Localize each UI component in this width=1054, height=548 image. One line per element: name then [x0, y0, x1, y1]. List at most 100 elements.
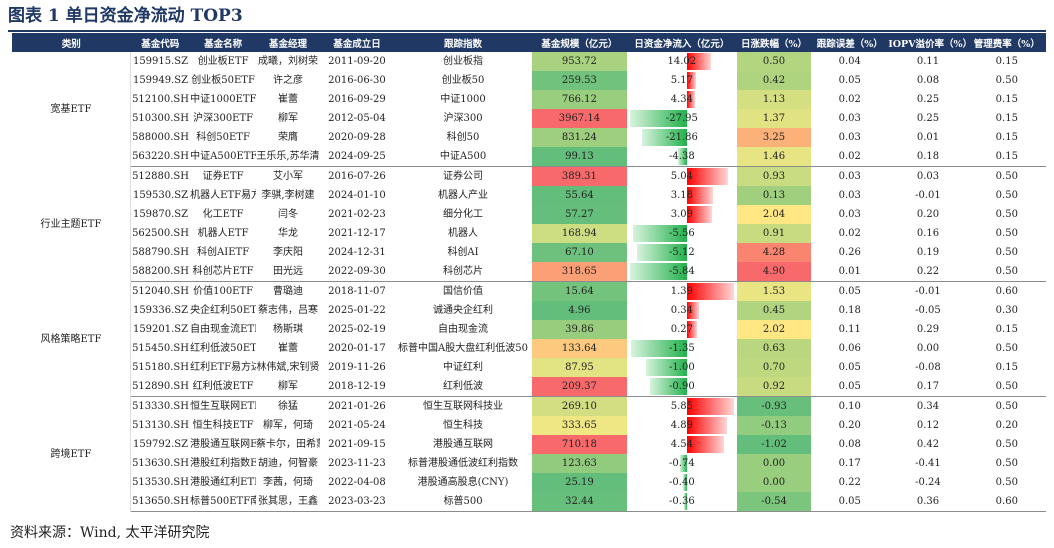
header-fee: 管理费率（%）: [967, 33, 1046, 52]
inception-date: 2021-01-26: [328, 401, 386, 412]
net-flow-bar-negative: [683, 493, 688, 510]
tracking-error: 0.11: [838, 324, 861, 335]
tracking-index: 恒生互联网科技业: [423, 401, 504, 412]
table-row: 588200.SH 科创芯片ETF 田光远 2022-09-30 科创芯片 318.65 -…: [12, 262, 1046, 282]
fund-scale-value: 4.96: [568, 305, 591, 316]
fund-scale: 67.10: [532, 243, 627, 262]
fund-code: 563220.SH: [130, 147, 191, 167]
fund-scale-value: 32.44: [565, 496, 594, 507]
net-flow-value: -0.40: [669, 477, 695, 488]
net-flow-value: -5.56: [669, 228, 695, 239]
tracking-error: 0.08: [838, 439, 861, 450]
fund-scale-value: 67.10: [565, 247, 594, 258]
tracking-index: 科创AI: [447, 247, 479, 258]
daily-change: -1.02: [736, 435, 812, 454]
net-flow-value: 0.34: [670, 305, 693, 316]
header-code: 基金代码: [130, 33, 191, 52]
fund-scale-value: 389.31: [561, 171, 597, 182]
management-fee: 0.50: [995, 228, 1018, 239]
net-flow: -5.56: [627, 224, 737, 243]
table-row: 宽基ETF 159915.SZ 创业板ETF 成曦，刘树荣 2011-09-20 创业板指…: [12, 52, 1046, 167]
tracking-index: 恒生科技: [443, 420, 484, 431]
management-fee: 0.50: [995, 477, 1018, 488]
management-fee: 0.50: [967, 262, 1046, 282]
management-fee: 0.50: [995, 247, 1018, 258]
fund-manager: 王乐乐,苏华清: [256, 147, 320, 167]
net-flow-bar-positive: [687, 321, 697, 338]
fund-manager: 李庆阳: [272, 247, 303, 258]
net-flow-bar-negative: [631, 340, 688, 357]
net-flow-value: -4.38: [669, 151, 695, 162]
net-flow: -0.90: [626, 377, 737, 397]
fund-scale: 57.27: [532, 205, 627, 224]
net-flow-value: -0.74: [669, 458, 695, 469]
tracking-index: 创业板50: [441, 75, 485, 86]
management-fee: 0.15: [995, 362, 1018, 373]
daily-change: 0.93: [736, 166, 812, 186]
inception-date: 2022-04-08: [328, 477, 386, 488]
fund-scale: 32.44: [532, 492, 627, 512]
management-fee: 0.50: [995, 75, 1018, 86]
figure-title: 图表 1 单日资金净流动 TOP3: [8, 6, 243, 26]
iopv-premium: 0.29: [916, 324, 940, 335]
net-flow-bar-positive: [687, 72, 697, 89]
daily-change: -0.54: [736, 492, 812, 512]
inception-date: 2020-09-28: [328, 132, 386, 143]
fund-name: 科创AIETF: [197, 247, 250, 258]
fund-code: 159336.SZ: [132, 305, 189, 316]
tracking-error: 0.01: [811, 262, 889, 282]
daily-change: 0.50: [736, 52, 812, 71]
management-fee: 0.15: [995, 132, 1018, 143]
fund-name: 红利低波50ETF: [190, 343, 257, 354]
inception-date: 2018-11-07: [328, 286, 386, 297]
header-scale: 基金规模（亿元）: [532, 33, 627, 52]
fund-scale-value: 168.94: [561, 228, 597, 239]
fund-scale: 4.96: [532, 301, 627, 320]
fund-manager: 成曦，刘树荣: [257, 56, 318, 67]
iopv-premium: 0.42: [916, 439, 940, 450]
table-row: 515450.SH红利低波50ETF 崔蕾 2020-01-17 标普中国A股大盘红利…: [12, 339, 1046, 358]
net-flow-bar-negative: [642, 129, 688, 146]
fund-manager: 柳军，何琦: [262, 420, 313, 431]
fund-manager: 李茜，何琦: [262, 477, 313, 488]
fund-code: 513630.SH: [132, 458, 189, 469]
tracking-index: 中证A500: [394, 147, 533, 167]
fund-scale-value: 259.53: [561, 75, 597, 86]
fund-manager: 张其思，王鑫: [256, 492, 320, 512]
net-flow: -0.40: [627, 473, 737, 492]
net-flow: 0.27: [627, 320, 737, 339]
header-date: 基金成立日: [319, 33, 395, 52]
net-flow-value: 5.17: [670, 75, 693, 86]
table-row: 风格策略ETF 512040.SH 价值100ETF 曹璐迪 2018-11-07 国信价…: [12, 281, 1046, 397]
daily-change: 1.13: [736, 90, 812, 109]
management-fee: 0.15: [995, 113, 1018, 124]
fund-manager: 蔡志伟，吕寒: [257, 305, 318, 316]
fund-code: 159792.SZ: [132, 439, 189, 450]
daily-change: -0.13: [736, 416, 812, 435]
fund-scale: 259.53: [532, 71, 627, 90]
fund-manager: 华龙: [277, 228, 298, 239]
fund-code: 513130.SH: [132, 420, 189, 431]
management-fee: 0.20: [995, 420, 1018, 431]
iopv-premium: 0.18: [888, 147, 968, 167]
net-flow: 4.89: [627, 416, 737, 435]
net-flow: -4.38: [626, 147, 737, 167]
category-cell: 行业主题ETF: [12, 166, 131, 282]
fund-code: 512890.SH: [130, 377, 191, 397]
iopv-premium: 0.16: [916, 228, 940, 239]
table-row: 588000.SH 科创50ETF 荣膺 2020-09-28 科创50 831.24 -2…: [12, 128, 1046, 147]
table-body: 宽基ETF 159915.SZ 创业板ETF 成曦，刘树荣 2011-09-20 创业板指…: [12, 52, 1046, 512]
management-fee: 0.15: [967, 147, 1046, 167]
net-flow-bar-positive: [687, 206, 713, 223]
fund-code: 159949.SZ: [132, 75, 189, 86]
fund-manager: 艾小军: [272, 171, 303, 182]
net-flow-value: -5.84: [669, 266, 695, 277]
table-row: 159949.SZ 创业板50ETF 许之彦 2016-06-30 创业板50 259.5…: [12, 71, 1046, 90]
fund-scale: 99.13: [532, 147, 627, 167]
fund-name: 中证A500ETF富国: [190, 147, 257, 167]
fund-scale-value: 710.18: [561, 439, 597, 450]
fund-name: 自由现金流ETF: [190, 324, 257, 335]
net-flow-bar-positive: [687, 91, 695, 108]
net-flow-bar-positive: [687, 302, 699, 319]
fund-manager: 闫冬: [277, 209, 298, 220]
